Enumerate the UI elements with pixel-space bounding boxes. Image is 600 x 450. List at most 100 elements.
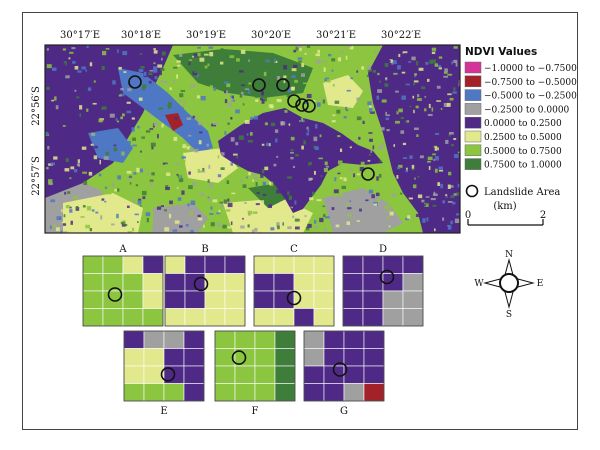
inset-cell [234,330,256,349]
legend-class-label: 0.5000 to 0.7500 [484,147,562,157]
inset-cell [214,365,236,384]
inset-cell [254,383,276,402]
ndvi-speckles [45,45,460,233]
inset-cell [224,255,246,274]
inset-cell [82,290,104,309]
inset-cell [204,255,226,274]
inset-cell [143,383,165,402]
inset-cell [362,290,384,309]
inset-cell [363,330,385,349]
inset-panel: G [303,330,385,417]
inset-cell [163,330,185,349]
inset-cell [253,308,275,327]
scale-start: 0 [465,210,471,221]
inset-cell [234,365,256,384]
inset-cell [342,308,364,327]
legend-title: NDVI Values [465,46,537,58]
inset-cell [274,348,296,367]
inset-cell [224,308,246,327]
ndvi-region-very-low [165,113,183,131]
inset-cell [122,255,144,274]
longitude-label: 30°22′E [381,30,421,41]
inset-cell [164,290,186,309]
inset-cell [184,290,206,309]
landslide-marker [252,78,266,92]
inset-cell [183,365,205,384]
inset-cell [102,255,124,274]
legend-swatch [464,89,482,101]
compass-w: W [474,279,484,289]
legend-class-label: 0.0000 to 0.2500 [484,119,562,129]
inset-cell [402,255,424,274]
legend-class-label: 0.7500 to 1.0000 [484,161,562,171]
legend-swatch [464,103,482,115]
inset-cell [303,365,325,384]
inset-label: G [340,406,348,417]
inset-cell [303,330,325,349]
inset-cell [402,290,424,309]
inset-cell [313,290,335,309]
inset-cell [214,383,236,402]
inset-cell [313,255,335,274]
inset-landslide-marker [193,276,209,292]
inset-label: A [118,244,127,255]
inset-cell [293,273,315,292]
inset-cell [382,290,404,309]
inset-cell [274,330,296,349]
inset-cell [204,308,226,327]
latitude-label: 22°57′S [31,156,42,196]
ndvi-region-bare [323,188,403,233]
inset-cell [293,290,315,309]
inset-landslide-marker [160,367,176,382]
longitude-label: 30°19′E [186,30,226,41]
landslide-markers [128,75,375,181]
inset-cell [82,273,104,292]
north-arrow-icon: N S W E [474,250,543,320]
inset-cell [343,383,365,402]
inset-cell [273,273,295,292]
inset-cell [164,255,186,274]
inset-cell [342,255,364,274]
inset-cell [363,348,385,367]
ndvi-map [44,44,461,234]
figure-frame: 30°17′E 30°18′E 30°19′E 30°20′E 30°21′E … [22,12,578,430]
ndvi-region-dense [248,183,288,208]
inset-cell [343,348,365,367]
inset-panel: C [253,244,335,327]
inset-cell [343,330,365,349]
inset-cell [274,365,296,384]
inset-cell [273,290,295,309]
inset-cell [293,255,315,274]
inset-panel: F [214,330,296,417]
inset-cell [143,348,165,367]
inset-cell [273,308,295,327]
legend-swatch [464,130,482,143]
legend-class-label: 0.2500 to 0.5000 [484,133,562,143]
inset-label: E [160,406,167,417]
inset-cell [122,290,144,309]
longitude-label: 30°21′E [316,30,356,41]
inset-cell [142,255,164,274]
landslide-marker [295,98,309,112]
inset-label: C [290,244,298,255]
legend-class-label: −0.5000 to −0.2500 [484,92,577,102]
inset-panel: E [123,330,205,417]
inset-cell [402,308,424,327]
inset-cell [82,255,104,274]
inset-cell [214,330,236,349]
legend-landslide-symbol [465,184,479,198]
inset-cell [362,308,384,327]
inset-cell [254,330,276,349]
inset-label: D [379,244,387,255]
inset-cell [253,255,275,274]
inset-cell [224,290,246,309]
inset-cell [123,383,145,402]
legend-swatch [464,75,482,88]
inset-cell [183,383,205,402]
legend: NDVI Values −1.0000 to −0.7500 −0.7500 to… [464,46,577,198]
inset-cell [363,365,385,384]
legend-swatch [464,116,482,129]
legend-class-label: −0.2500 to 0.0000 [484,105,570,115]
landslide-marker [302,99,316,113]
inset-landslide-marker [231,350,247,365]
